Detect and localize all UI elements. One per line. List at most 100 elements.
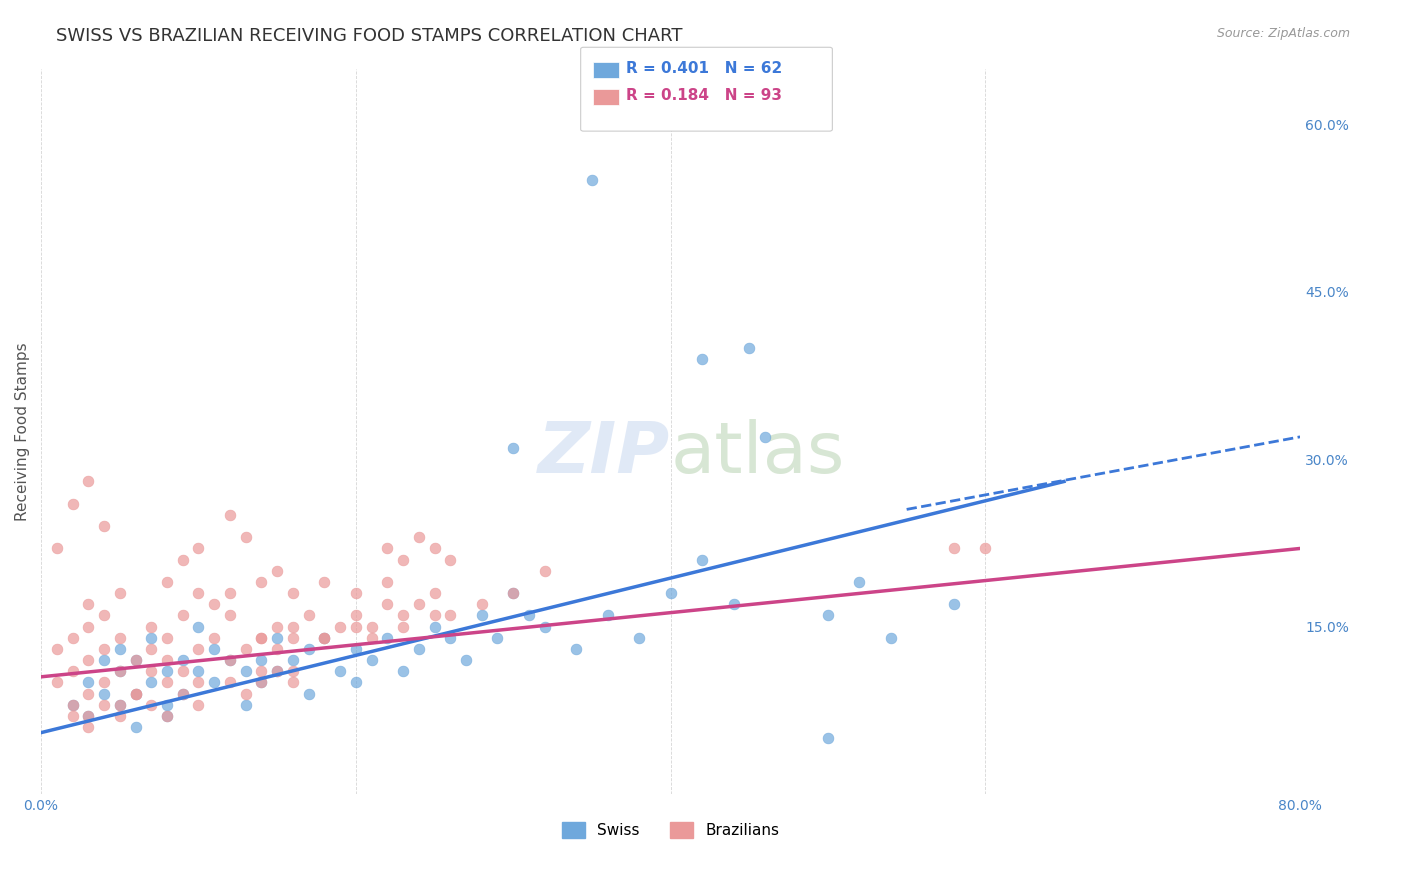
Point	[62, 698, 84, 712]
Point	[93, 653, 115, 667]
Point	[124, 687, 146, 701]
Point	[124, 687, 146, 701]
Point	[187, 698, 209, 712]
Point	[723, 597, 745, 611]
Point	[344, 619, 367, 633]
Point	[392, 665, 415, 679]
Text: R = 0.401   N = 62: R = 0.401 N = 62	[626, 62, 782, 76]
Point	[502, 586, 524, 600]
Point	[517, 608, 540, 623]
Point	[439, 552, 461, 566]
Point	[202, 675, 225, 690]
Point	[423, 619, 446, 633]
Point	[45, 641, 67, 656]
Point	[375, 631, 398, 645]
Point	[281, 653, 304, 667]
Point	[375, 574, 398, 589]
Point	[942, 597, 965, 611]
Point	[250, 653, 273, 667]
Point	[344, 641, 367, 656]
Point	[848, 574, 870, 589]
Point	[235, 530, 257, 544]
Point	[93, 641, 115, 656]
Point	[108, 698, 131, 712]
Point	[172, 608, 194, 623]
Point	[156, 709, 179, 723]
Point	[141, 698, 163, 712]
Point	[156, 675, 179, 690]
Point	[266, 564, 288, 578]
Point	[45, 675, 67, 690]
Point	[108, 631, 131, 645]
Point	[219, 608, 242, 623]
Point	[250, 574, 273, 589]
Point	[266, 619, 288, 633]
Point	[235, 687, 257, 701]
Point	[250, 665, 273, 679]
Point	[408, 641, 430, 656]
Point	[172, 653, 194, 667]
Point	[77, 597, 100, 611]
Point	[93, 698, 115, 712]
Point	[187, 665, 209, 679]
Point	[439, 608, 461, 623]
Point	[344, 608, 367, 623]
Point	[77, 475, 100, 489]
Point	[141, 631, 163, 645]
Point	[141, 641, 163, 656]
Point	[156, 631, 179, 645]
Point	[62, 631, 84, 645]
Point	[423, 586, 446, 600]
Point	[108, 586, 131, 600]
Point	[344, 675, 367, 690]
Point	[281, 675, 304, 690]
Point	[108, 665, 131, 679]
Point	[141, 619, 163, 633]
Point	[408, 530, 430, 544]
Point	[250, 675, 273, 690]
Point	[439, 631, 461, 645]
Point	[172, 687, 194, 701]
Point	[454, 653, 477, 667]
Point	[974, 541, 997, 556]
Point	[659, 586, 682, 600]
Point	[124, 687, 146, 701]
Point	[281, 619, 304, 633]
Point	[281, 665, 304, 679]
Point	[124, 653, 146, 667]
Point	[93, 608, 115, 623]
Point	[392, 552, 415, 566]
Point	[62, 698, 84, 712]
Point	[77, 687, 100, 701]
Point	[298, 608, 321, 623]
Point	[817, 608, 839, 623]
Point	[360, 653, 382, 667]
Point	[172, 552, 194, 566]
Point	[533, 564, 555, 578]
Point	[202, 631, 225, 645]
Point	[502, 441, 524, 455]
Point	[62, 665, 84, 679]
Point	[266, 631, 288, 645]
Point	[471, 597, 494, 611]
Point	[141, 665, 163, 679]
Point	[266, 665, 288, 679]
Point	[596, 608, 619, 623]
Point	[375, 541, 398, 556]
Text: SWISS VS BRAZILIAN RECEIVING FOOD STAMPS CORRELATION CHART: SWISS VS BRAZILIAN RECEIVING FOOD STAMPS…	[56, 27, 683, 45]
Point	[156, 653, 179, 667]
Point	[219, 675, 242, 690]
Point	[235, 641, 257, 656]
Point	[77, 675, 100, 690]
Point	[266, 665, 288, 679]
Legend: Swiss, Brazilians: Swiss, Brazilians	[555, 816, 786, 845]
Y-axis label: Receiving Food Stamps: Receiving Food Stamps	[15, 342, 30, 521]
Point	[690, 552, 713, 566]
Point	[219, 586, 242, 600]
Point	[942, 541, 965, 556]
Point	[471, 608, 494, 623]
Point	[45, 541, 67, 556]
Point	[156, 698, 179, 712]
Point	[108, 709, 131, 723]
Point	[202, 641, 225, 656]
